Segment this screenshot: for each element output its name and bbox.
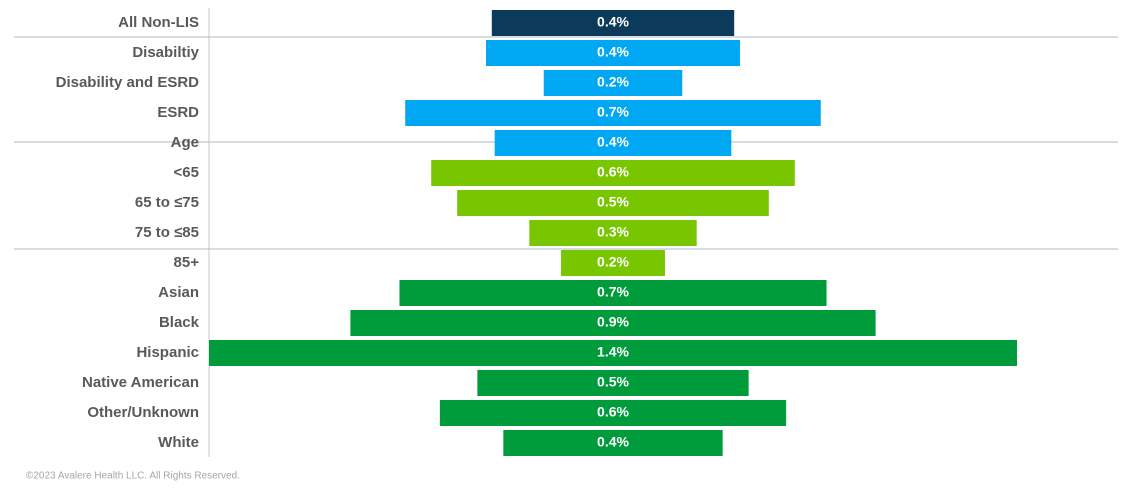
value-label: 0.2% bbox=[597, 254, 629, 270]
category-label: 75 to ≤85 bbox=[135, 224, 199, 241]
bar bbox=[561, 250, 665, 276]
value-label: 0.6% bbox=[597, 404, 629, 420]
value-label: 0.4% bbox=[597, 434, 629, 450]
value-label: 0.4% bbox=[597, 44, 629, 60]
value-label: 0.7% bbox=[597, 284, 629, 300]
bar bbox=[543, 70, 683, 96]
footnote: ©2023 Avalere Health LLC. All Rights Res… bbox=[26, 471, 240, 482]
bar bbox=[477, 370, 749, 396]
category-label: ESRD bbox=[157, 104, 199, 121]
category-label: Age bbox=[171, 134, 199, 151]
bar bbox=[503, 430, 723, 456]
category-label: Black bbox=[159, 314, 200, 331]
bar bbox=[209, 340, 1017, 366]
bar bbox=[439, 400, 787, 426]
bar bbox=[399, 280, 827, 306]
value-label: 0.3% bbox=[597, 224, 629, 240]
category-label: 85+ bbox=[174, 254, 200, 271]
value-label: 0.6% bbox=[597, 164, 629, 180]
category-label: Native American bbox=[82, 374, 199, 391]
value-label: 0.2% bbox=[597, 74, 629, 90]
bar bbox=[491, 10, 735, 36]
value-label: 0.9% bbox=[597, 314, 629, 330]
bar bbox=[405, 100, 821, 126]
bar bbox=[457, 190, 769, 216]
value-label: 0.4% bbox=[597, 14, 629, 30]
value-label: 0.5% bbox=[597, 194, 629, 210]
category-label: Asian bbox=[158, 284, 199, 301]
category-label: Other/Unknown bbox=[87, 404, 199, 421]
value-label: 0.4% bbox=[597, 134, 629, 150]
category-label: Disability and ESRD bbox=[56, 74, 200, 91]
category-label: Disabiltiy bbox=[132, 44, 199, 61]
category-label: All Non-LIS bbox=[118, 14, 199, 31]
value-label: 0.5% bbox=[597, 374, 629, 390]
bar bbox=[494, 130, 732, 156]
category-label: <65 bbox=[174, 164, 199, 181]
category-label: White bbox=[158, 434, 199, 451]
bar bbox=[529, 220, 697, 246]
bar bbox=[486, 40, 740, 66]
value-label: 1.4% bbox=[597, 344, 629, 360]
value-label: 0.7% bbox=[597, 104, 629, 120]
bar bbox=[431, 160, 795, 186]
bar bbox=[350, 310, 876, 336]
category-label: Hispanic bbox=[136, 344, 199, 361]
category-label: 65 to ≤75 bbox=[135, 194, 199, 211]
